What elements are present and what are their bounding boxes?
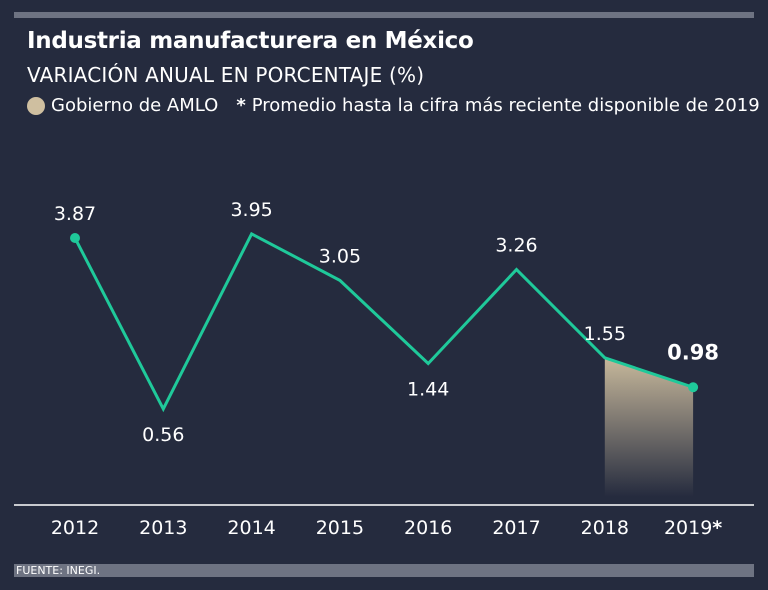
legend-note: Promedio hasta la cifra más reciente dis… [251,95,760,116]
x-tick-label-2014: 2014 [227,517,275,539]
x-tick-label-2019: 2019* [664,517,722,539]
x-tick-label-2018: 2018 [581,517,629,539]
data-label-2016: 1.44 [407,379,449,401]
data-label-2012: 3.87 [54,203,96,225]
data-point-2012 [70,233,80,244]
x-tick-label-2012: 2012 [51,517,99,539]
data-label-2014: 3.95 [230,199,272,221]
source-note: FUENTE: INEGI. [16,564,101,577]
amlo-shaded-area [604,357,694,497]
x-tick-label-2015: 2015 [316,517,364,539]
chart-subtitle: VARIACIÓN ANUAL EN PORCENTAJE (%) [27,63,425,87]
amlo-swatch-icon [27,96,45,115]
chart-title: Industria manufacturera en México [27,28,474,54]
x-tick-label-2013: 2013 [139,517,187,539]
data-label-2017: 3.26 [495,235,537,257]
data-label-2018: 1.55 [584,323,626,345]
series-line [73,231,694,413]
top-rule [14,12,754,18]
x-tick-label-2016: 2016 [404,517,452,539]
legend-amlo-label: Gobierno de AMLO [51,95,219,116]
x-tick-label-2017: 2017 [492,517,540,539]
data-label-2013: 0.56 [142,424,184,446]
data-label-2015: 3.05 [319,245,361,267]
data-label-2019: 0.98 [667,340,719,364]
data-point-2019 [688,382,699,393]
legend-star: * [236,95,246,116]
footer-bar [14,564,754,577]
legend: Gobierno de AMLO * Promedio hasta la cif… [27,95,760,116]
